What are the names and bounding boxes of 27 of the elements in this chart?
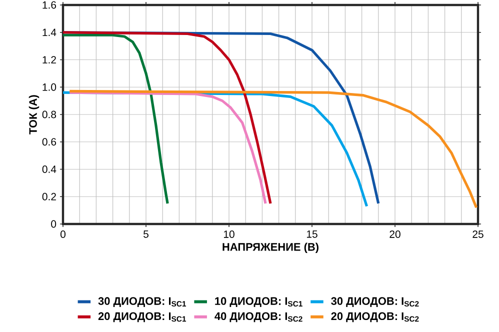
- legend-label: 20 ДИОДОВ: I$_{SC1}$: [98, 312, 186, 322]
- y-tick-label: 1.2: [42, 56, 56, 64]
- y-tick-label: 0.2: [42, 192, 56, 200]
- line-series: [62, 34, 169, 205]
- legend-label: 30 ДИОДОВ: I$_{SC2}$: [331, 297, 419, 308]
- y-tick-label: 1.0: [42, 83, 56, 91]
- x-tick-label: 15: [306, 230, 318, 238]
- y-axis-title: ТОК (А): [28, 95, 40, 134]
- line-series: [68, 91, 267, 205]
- legend-label: 30 ДИОДОВ: I$_{SC1}$: [98, 297, 186, 308]
- x-axis-title: НАПРЯЖЕНИЕ (В): [222, 242, 318, 253]
- y-tick-label: 0: [51, 220, 56, 228]
- y-tick-label: 1.6: [42, 1, 56, 9]
- x-tick-label: 25: [472, 230, 484, 238]
- y-tick-label: 0.6: [42, 138, 56, 146]
- x-tick-label: 5: [144, 230, 148, 238]
- line-series: [62, 31, 272, 205]
- legend-label: 40 ДИОДОВ: I$_{SC2}$: [214, 312, 302, 322]
- y-tick-label: 1.4: [42, 28, 56, 36]
- y-tick-label: 0.4: [42, 166, 56, 173]
- x-tick-label: 10: [224, 230, 234, 238]
- x-tick-label: 20: [390, 230, 400, 238]
- legend-label: 10 ДИОДОВ: I$_{SC1}$: [215, 297, 302, 308]
- x-tick-label: 0: [60, 230, 66, 238]
- line-series: [68, 90, 478, 209]
- legend-label: 20 ДИОДОВ: I$_{SC2}$: [331, 312, 419, 322]
- y-tick-label: 0.8: [42, 110, 56, 118]
